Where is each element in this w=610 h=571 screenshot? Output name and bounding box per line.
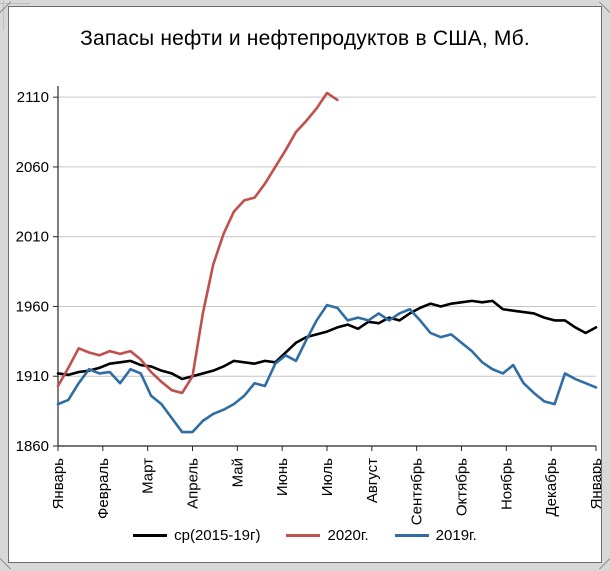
legend-label-avg: ср(2015-19г) — [174, 527, 261, 544]
svg-text:Июль: Июль — [319, 458, 336, 496]
legend-item-2019: 2019г. — [394, 527, 477, 544]
chart-frame: Запасы нефти и нефтепродуктов в США, Мб.… — [8, 6, 602, 563]
legend-swatch-2020 — [286, 534, 321, 537]
sheet-gridline-horizontal — [0, 3, 30, 4]
svg-text:1960: 1960 — [16, 298, 49, 315]
svg-text:Март: Март — [140, 458, 157, 494]
legend-item-avg: ср(2015-19г) — [133, 527, 260, 544]
svg-text:Февраль: Февраль — [95, 458, 112, 519]
legend-item-2020: 2020г. — [286, 527, 369, 544]
svg-text:2060: 2060 — [16, 159, 49, 176]
legend-label-2019: 2019г. — [435, 527, 477, 544]
legend-swatch-2019 — [394, 534, 429, 537]
svg-text:Сентябрь: Сентябрь — [409, 458, 426, 525]
chart-legend: ср(2015-19г) 2020г. 2019г. — [9, 527, 601, 544]
svg-text:Декабрь: Декабрь — [543, 458, 560, 517]
svg-text:1910: 1910 — [16, 368, 49, 385]
svg-text:Август: Август — [364, 458, 381, 503]
svg-text:Июнь: Июнь — [274, 458, 291, 496]
svg-text:Май: Май — [229, 458, 246, 487]
sheet-gridline-vertical — [3, 0, 4, 30]
chart-title: Запасы нефти и нефтепродуктов в США, Мб. — [80, 27, 530, 50]
svg-text:1860: 1860 — [16, 438, 49, 455]
svg-text:Январь: Январь — [588, 458, 601, 510]
legend-swatch-avg — [133, 534, 168, 537]
svg-text:2010: 2010 — [16, 229, 49, 246]
svg-text:Январь: Январь — [50, 458, 67, 510]
chart-svg: 1860 1910 1960 2010 2060 2110 Январь Февраль Мар… — [16, 86, 601, 525]
svg-text:2110: 2110 — [17, 89, 49, 106]
svg-text:Октябрь: Октябрь — [454, 458, 471, 516]
svg-text:Ноябрь: Ноябрь — [498, 458, 515, 510]
svg-text:Апрель: Апрель — [185, 458, 202, 509]
legend-label-2020: 2020г. — [327, 527, 369, 544]
